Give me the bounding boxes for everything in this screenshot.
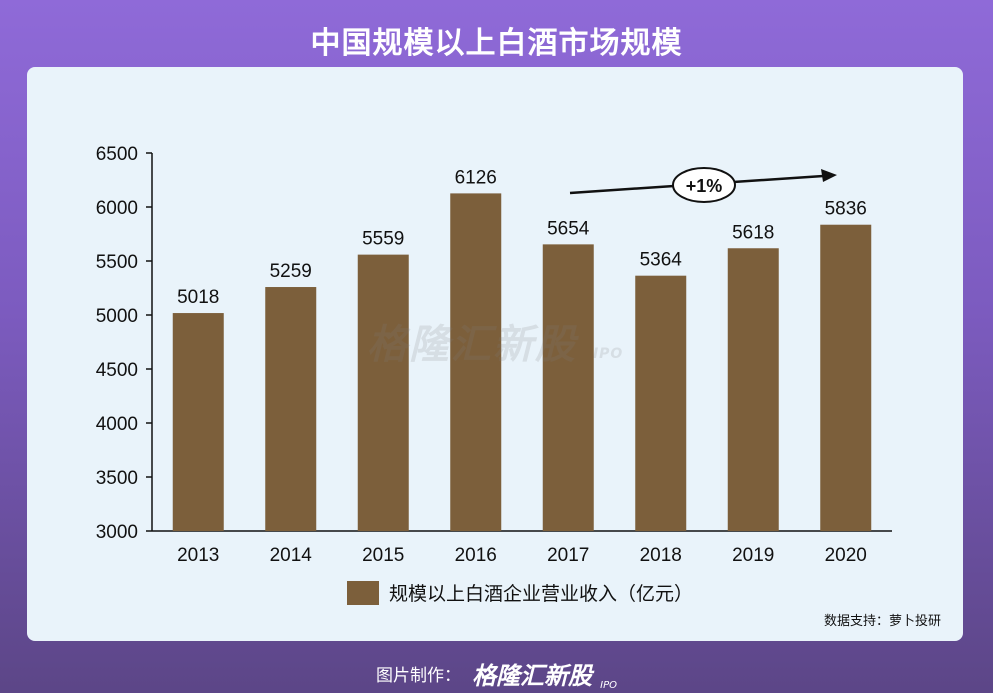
watermark: 格隆汇新股 IPO	[367, 322, 624, 368]
x-tick-label: 2019	[732, 545, 774, 566]
legend-label: 规模以上白酒企业营业收入（亿元）	[389, 583, 693, 605]
data-label: 5559	[362, 229, 404, 250]
bar	[727, 248, 779, 532]
bar	[265, 287, 317, 531]
bar	[542, 244, 594, 532]
page-title: 中国规模以上白酒市场规模	[310, 26, 683, 61]
annotation-label: +1%	[686, 176, 723, 196]
data-label: 5259	[270, 261, 312, 282]
x-tick-label: 2016	[455, 545, 497, 566]
chart-card: 3000 3500 4000 4500 5000 5500 6000 6500 5018 2013…	[27, 67, 963, 641]
x-tick-label: 2018	[640, 545, 682, 566]
bar	[450, 193, 502, 531]
y-tick-label: 4000	[96, 414, 138, 435]
data-label: 5364	[640, 250, 683, 271]
data-label: 5618	[732, 222, 774, 243]
data-label: 5654	[547, 218, 590, 239]
brand-ipo: IPO	[600, 680, 618, 691]
x-tick-label: 2013	[177, 545, 219, 566]
bar	[635, 275, 687, 531]
legend-swatch	[347, 581, 379, 605]
data-label: 5836	[825, 199, 867, 220]
y-tick-label: 6000	[96, 198, 138, 219]
bar	[357, 254, 409, 532]
x-tick-label: 2014	[270, 545, 313, 566]
annotation-bubble	[672, 167, 736, 203]
bar-chart: 3000 3500 4000 4500 5000 5500 6000 6500 5018 2013…	[96, 144, 892, 605]
y-tick-label: 5500	[96, 252, 138, 273]
y-tick-label: 4500	[96, 360, 138, 381]
y-tick-label: 3000	[96, 522, 138, 543]
footer-label: 图片制作：	[375, 666, 461, 686]
x-tick-label: 2020	[825, 545, 867, 566]
y-tick-label: 5000	[96, 306, 138, 327]
trend-arrow-head	[821, 169, 837, 182]
y-tick-label: 6500	[96, 144, 138, 165]
x-tick-label: 2017	[547, 545, 589, 566]
source-note: 数据支持：萝卜投研	[823, 614, 941, 629]
data-label: 5018	[177, 287, 219, 308]
x-tick-label: 2015	[362, 545, 404, 566]
footer: 图片制作： 格隆汇新股 IPO	[0, 656, 993, 691]
brand-logo: 格隆汇新股	[472, 662, 593, 690]
y-tick-label: 3500	[96, 468, 138, 489]
bar	[172, 313, 224, 531]
data-label: 6126	[455, 167, 497, 188]
bar	[820, 224, 872, 531]
